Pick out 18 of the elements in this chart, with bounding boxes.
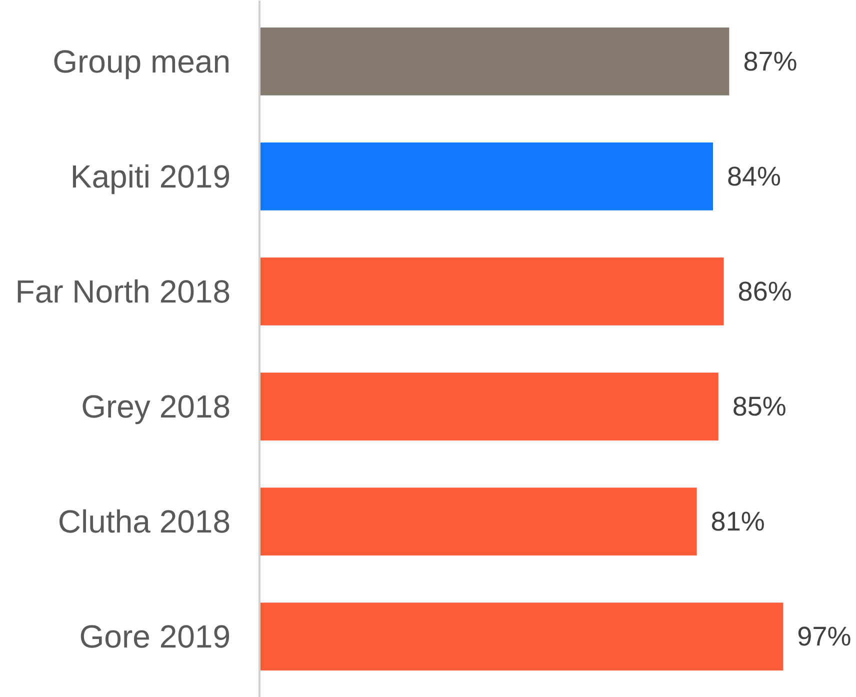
y-tick-label: Gore 2019: [79, 618, 230, 655]
data-label: 87%: [743, 46, 798, 76]
bar: [260, 602, 784, 670]
y-tick-label: Kapiti 2019: [70, 158, 230, 194]
bar: [260, 258, 724, 326]
y-tick-label: Group mean: [52, 43, 230, 80]
data-label: 81%: [710, 506, 765, 537]
bar: [260, 28, 730, 96]
bar: [260, 372, 718, 440]
data-label: 97%: [797, 622, 852, 652]
data-label: 86%: [738, 276, 792, 306]
y-tick-label: Grey 2018: [81, 388, 230, 425]
bar: [260, 142, 713, 210]
data-label: 85%: [732, 392, 786, 422]
y-tick-label: Far North 2018: [15, 273, 230, 310]
y-tick-label: Clutha 2018: [58, 504, 230, 540]
data-label: 84%: [727, 161, 782, 192]
bar: [260, 488, 697, 556]
